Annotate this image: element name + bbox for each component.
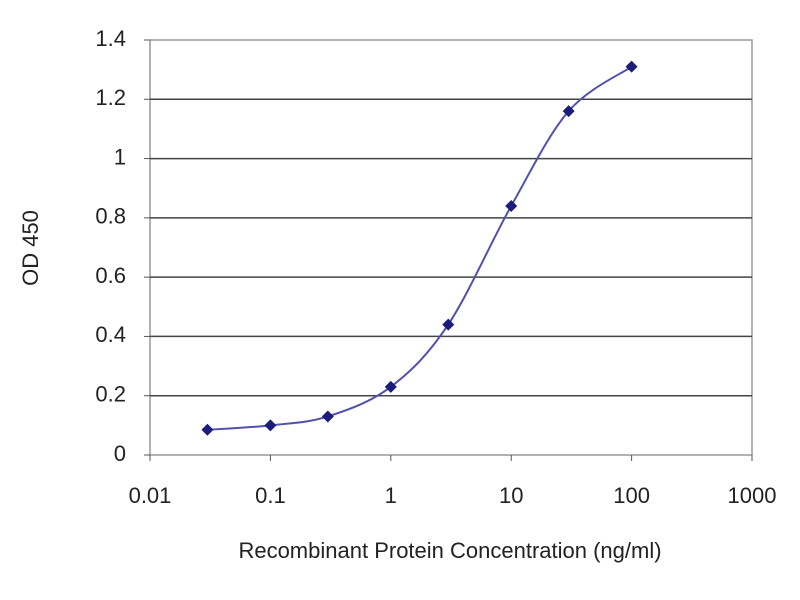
- x-tick-label: 0.01: [129, 483, 172, 508]
- point: [625, 60, 638, 73]
- point: [562, 105, 575, 118]
- plot-frame: [149, 39, 753, 456]
- y-tick-label: 0.8: [95, 204, 126, 229]
- y-tick-label: 0.6: [95, 263, 126, 288]
- point: [442, 318, 455, 331]
- x-axis-title: Recombinant Protein Concentration (ng/ml…: [238, 538, 661, 563]
- curve: [207, 65, 633, 431]
- x-tick-label: 1: [385, 483, 397, 508]
- y-tick-label: 0.2: [95, 382, 126, 407]
- point: [505, 200, 518, 212]
- point: [384, 380, 397, 393]
- y-axis-title: OD 450: [18, 210, 43, 286]
- x-tick-label: 1000: [728, 483, 777, 508]
- point: [201, 423, 214, 436]
- x-tick-label: 10: [499, 483, 523, 508]
- y-tick-label: 1.2: [95, 85, 126, 110]
- y-tick-label: 0.4: [95, 322, 126, 347]
- x-tick-label: 100: [613, 483, 650, 508]
- point: [264, 419, 277, 432]
- y-tick-label: 1.4: [95, 26, 126, 51]
- y-tick-label: 0: [114, 441, 126, 466]
- y-tick-label: 1: [114, 144, 126, 169]
- x-tick-label: 0.1: [255, 483, 286, 508]
- point: [321, 410, 334, 423]
